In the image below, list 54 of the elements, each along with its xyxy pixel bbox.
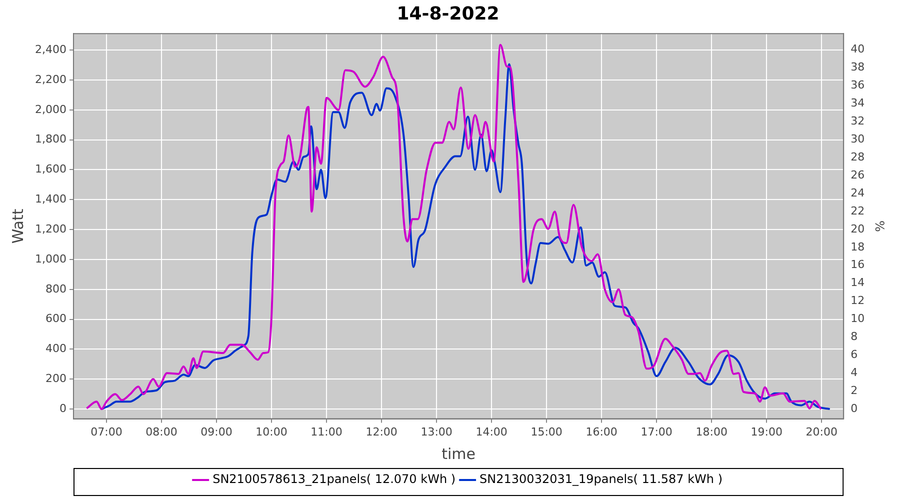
x-tick-label: 14:00 — [476, 425, 508, 438]
x-tick-label: 09:00 — [200, 425, 232, 438]
x-tick-label: 11:00 — [310, 425, 342, 438]
y-tick-label: 800 — [45, 282, 66, 296]
x-tick-label: 18:00 — [696, 425, 728, 438]
y2-tick-label: 28 — [850, 150, 865, 164]
x-tick-label: 19:00 — [750, 425, 782, 438]
y2-axis-title: % — [872, 220, 887, 232]
y-tick-label: 600 — [45, 312, 66, 326]
chart-title: 14-8-2022 — [396, 3, 500, 24]
y2-tick-label: 16 — [850, 258, 865, 272]
x-tick-label: 08:00 — [146, 425, 178, 438]
y2-tick-label: 26 — [850, 168, 865, 182]
x-axis-title: time — [442, 444, 476, 463]
x-tick-label: 15:00 — [530, 425, 562, 438]
y2-tick-label: 4 — [850, 366, 858, 380]
y2-tick-label: 30 — [850, 132, 865, 146]
legend-label: SN2100578613_21panels( 12.070 kWh ) — [212, 472, 456, 486]
y-tick-label: 200 — [45, 372, 66, 386]
y2-tick-label: 24 — [850, 186, 865, 200]
y2-tick-label: 0 — [850, 402, 858, 415]
y-tick-label: 1,800 — [34, 132, 66, 146]
y2-tick-label: 34 — [850, 96, 865, 110]
y-tick-label: 1,400 — [34, 192, 66, 206]
y2-tick-label: 36 — [850, 78, 865, 92]
y-tick-label: 0 — [59, 402, 66, 415]
y-tick-label: 2,400 — [34, 42, 66, 56]
y-tick-label: 2,200 — [34, 72, 66, 86]
y2-tick-label: 8 — [850, 330, 858, 344]
legend-label: SN2130032031_19panels( 11.587 kWh ) — [480, 472, 723, 486]
x-tick-label: 20:00 — [806, 425, 838, 438]
y2-tick-label: 10 — [850, 312, 865, 326]
y2-tick-label: 38 — [850, 60, 865, 74]
y-axis-title: Watt — [8, 208, 27, 244]
y-tick-label: 2,000 — [34, 102, 66, 116]
x-tick-label: 07:00 — [90, 425, 122, 438]
x-tick-label: 13:00 — [420, 425, 452, 438]
y-tick-label: 1,600 — [34, 162, 66, 176]
x-tick-label: 10:00 — [256, 425, 288, 438]
y-tick-label: 1,000 — [34, 252, 66, 266]
y2-tick-label: 22 — [850, 204, 865, 218]
x-tick-label: 12:00 — [366, 425, 398, 438]
x-tick-label: 17:00 — [640, 425, 672, 438]
y2-tick-label: 18 — [850, 240, 865, 254]
y2-tick-label: 12 — [850, 294, 865, 308]
y-tick-label: 1,200 — [34, 222, 66, 236]
y2-tick-label: 2 — [850, 384, 858, 397]
y2-tick-label: 20 — [850, 222, 865, 236]
y2-tick-label: 32 — [850, 114, 865, 128]
y2-tick-label: 14 — [850, 276, 865, 290]
y2-tick-label: 6 — [850, 348, 858, 362]
y-tick-label: 400 — [45, 342, 66, 356]
x-tick-label: 16:00 — [586, 425, 618, 438]
y2-tick-label: 40 — [850, 42, 865, 56]
